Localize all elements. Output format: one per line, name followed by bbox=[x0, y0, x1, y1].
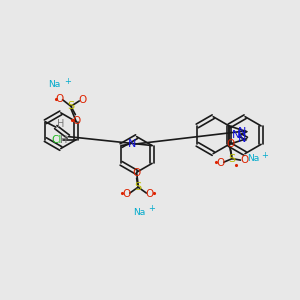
Text: +: + bbox=[64, 77, 71, 86]
Text: Cl: Cl bbox=[52, 135, 62, 145]
Text: O: O bbox=[78, 95, 86, 105]
Text: Na: Na bbox=[134, 208, 146, 217]
Text: O: O bbox=[226, 140, 235, 149]
Text: O: O bbox=[72, 116, 80, 126]
Text: H: H bbox=[57, 118, 64, 128]
Text: N: N bbox=[128, 139, 137, 149]
Text: O: O bbox=[240, 155, 248, 165]
Text: +: + bbox=[148, 204, 155, 213]
Text: Na: Na bbox=[247, 154, 259, 164]
Text: N: N bbox=[238, 127, 247, 136]
Text: +: + bbox=[261, 152, 268, 160]
Text: N: N bbox=[238, 134, 247, 144]
Text: O: O bbox=[122, 189, 130, 199]
Text: O: O bbox=[56, 94, 64, 103]
Text: O: O bbox=[146, 189, 154, 199]
Text: S: S bbox=[68, 101, 74, 111]
Text: Na: Na bbox=[49, 80, 61, 89]
Text: S: S bbox=[134, 182, 142, 192]
Text: H: H bbox=[60, 136, 68, 146]
Text: O: O bbox=[133, 168, 141, 178]
Text: O: O bbox=[216, 158, 224, 168]
Text: S: S bbox=[229, 154, 236, 164]
Text: N: N bbox=[232, 130, 240, 140]
